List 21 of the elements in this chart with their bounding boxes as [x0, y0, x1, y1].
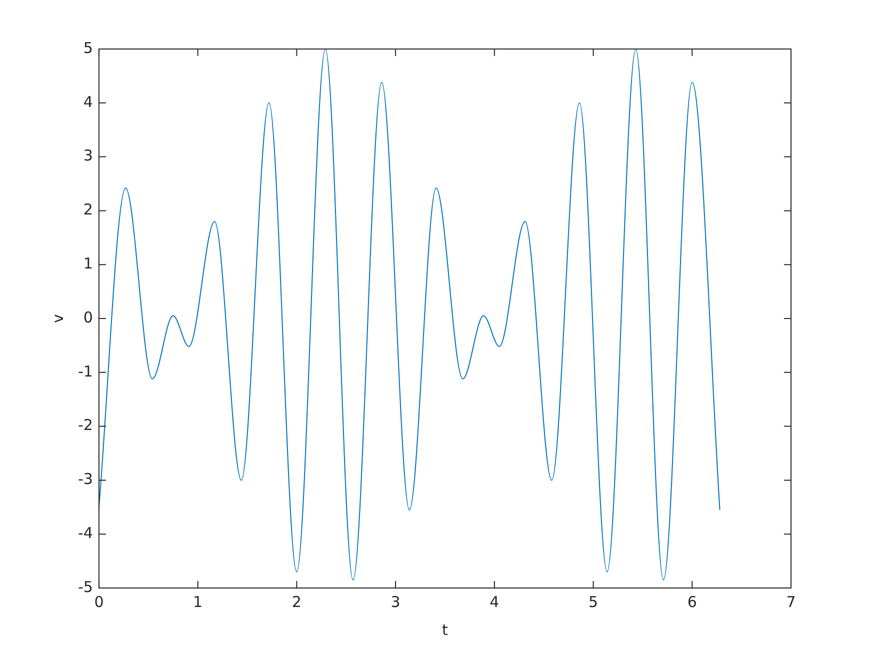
- y-tick-label: -5: [78, 578, 93, 596]
- x-tick-label: 7: [786, 592, 796, 611]
- x-axis-title: t: [442, 620, 448, 639]
- y-tick-label: 3: [83, 146, 93, 165]
- x-tick-label: 3: [390, 592, 400, 611]
- x-tick-label: 5: [588, 592, 598, 611]
- y-tick-label: -1: [78, 362, 93, 380]
- line-series: [98, 49, 720, 580]
- y-tick-label: -2: [78, 416, 93, 434]
- x-tick-label: 1: [193, 592, 203, 611]
- x-tick-label: 6: [687, 592, 697, 611]
- y-tick-label: 2: [83, 200, 93, 219]
- y-tick-label: 4: [83, 92, 93, 111]
- y-axis-title: v: [48, 314, 67, 323]
- y-tick-label: 1: [83, 254, 93, 272]
- y-tick-label: 5: [83, 38, 93, 57]
- x-tick-label: 2: [292, 592, 302, 611]
- y-tick-label: -3: [78, 470, 93, 488]
- y-tick-label: -4: [78, 524, 93, 542]
- y-tick-label: 0: [83, 308, 93, 326]
- x-tick-label: 4: [490, 592, 500, 611]
